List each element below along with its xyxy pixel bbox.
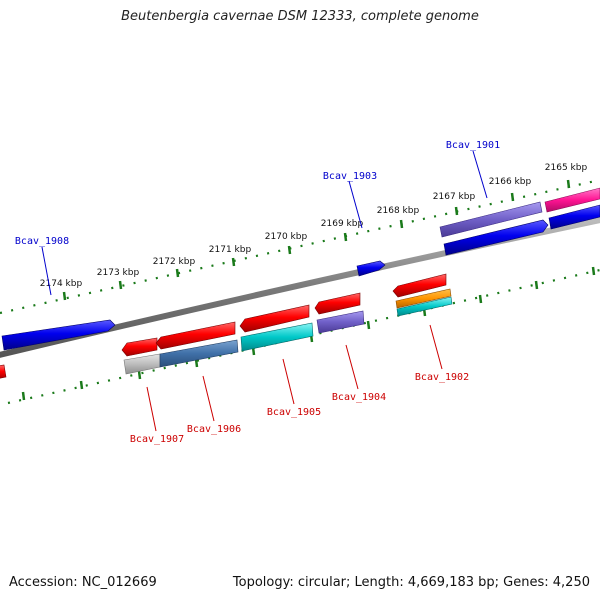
scale-major-ticks (21, 179, 596, 401)
tick-label: 2165 kbp (545, 163, 588, 173)
scale-tick-labels: 2165 kbp 2166 kbp 2167 kbp 2168 kbp 2169… (40, 163, 588, 289)
tick-mark (343, 232, 348, 242)
outer-scale-track (0, 178, 600, 315)
tick-label: 2173 kbp (97, 268, 140, 278)
gene-arrow[interactable] (0, 364, 7, 379)
tick-label: 2168 kbp (377, 206, 420, 216)
forward-strand-genes (1, 187, 600, 351)
connector-line (146, 386, 157, 432)
tick-mark (454, 206, 459, 216)
tick-mark (478, 294, 483, 304)
tick-mark (21, 391, 26, 401)
connector-line (429, 324, 443, 370)
tick-mark (118, 280, 123, 290)
gene-arrow[interactable] (1, 319, 116, 351)
gene-label-bcav-1908[interactable]: Bcav_1908 (15, 236, 69, 247)
connector-line (472, 150, 488, 199)
gene-arrow[interactable] (544, 187, 600, 213)
tick-label: 2167 kbp (433, 192, 476, 202)
genome-title: Beutenbergia cavernae DSM 12333, complet… (121, 9, 479, 24)
tick-mark (137, 370, 142, 380)
gene-arrow-bcav-1906[interactable] (159, 339, 239, 368)
gene-arrow-bcav-1905[interactable] (240, 322, 314, 352)
gene-label-bcav-1905[interactable]: Bcav_1905 (267, 407, 321, 418)
gene-label-bcav-1902[interactable]: Bcav_1902 (415, 372, 469, 383)
tick-mark (231, 257, 236, 267)
gene-arrow-bcav-1902[interactable] (392, 273, 447, 298)
gene-arrow[interactable] (155, 321, 236, 350)
tick-mark (534, 280, 539, 290)
gene-arrow[interactable] (395, 288, 452, 309)
gene-label-bcav-1901[interactable]: Bcav_1901 (446, 140, 500, 151)
gene-arrow-bcav-1903[interactable] (356, 260, 386, 277)
gene-arrow[interactable] (123, 353, 161, 375)
tick-label: 2169 kbp (321, 219, 364, 229)
gene-arrow-bcav-1904[interactable] (316, 310, 365, 334)
genome-summary-text: Topology: circular; Length: 4,669,183 bp… (232, 575, 590, 590)
tick-label: 2166 kbp (489, 177, 532, 187)
connector-line (348, 180, 363, 229)
gene-labels: Bcav_1901 Bcav_1903 Bcav_1908 Bcav_1902 … (15, 140, 500, 445)
tick-mark (510, 192, 515, 202)
tick-mark (399, 219, 404, 229)
gene-arrow[interactable] (443, 219, 549, 256)
tick-mark (591, 266, 596, 276)
tick-label: 2174 kbp (40, 279, 83, 289)
gene-label-bcav-1906[interactable]: Bcav_1906 (187, 424, 241, 435)
gene-arrow[interactable] (314, 292, 361, 315)
tick-mark (175, 268, 180, 278)
label-connectors (41, 150, 488, 432)
gene-label-bcav-1903[interactable]: Bcav_1903 (323, 171, 377, 182)
tick-mark (287, 245, 292, 255)
gene-label-bcav-1907[interactable]: Bcav_1907 (130, 434, 184, 445)
connector-line (282, 358, 295, 405)
tick-mark (366, 320, 371, 330)
gene-arrow[interactable] (396, 296, 453, 317)
tick-mark (566, 179, 571, 189)
gene-arrow[interactable] (239, 304, 310, 333)
gene-arrow[interactable] (548, 204, 600, 230)
reverse-strand-genes (0, 273, 453, 379)
gene-label-bcav-1904[interactable]: Bcav_1904 (332, 392, 386, 403)
tick-label: 2171 kbp (209, 245, 252, 255)
connector-line (41, 246, 52, 296)
accession-text: Accession: NC_012669 (9, 575, 157, 590)
tick-label: 2170 kbp (265, 232, 308, 242)
tick-mark (62, 291, 67, 301)
gene-arrow-bcav-1907[interactable] (121, 337, 158, 357)
connector-line (345, 344, 359, 390)
connector-line (202, 375, 215, 422)
tick-label: 2172 kbp (153, 257, 196, 267)
gene-arrow-bcav-1901[interactable] (439, 201, 543, 238)
tick-mark (79, 380, 84, 390)
